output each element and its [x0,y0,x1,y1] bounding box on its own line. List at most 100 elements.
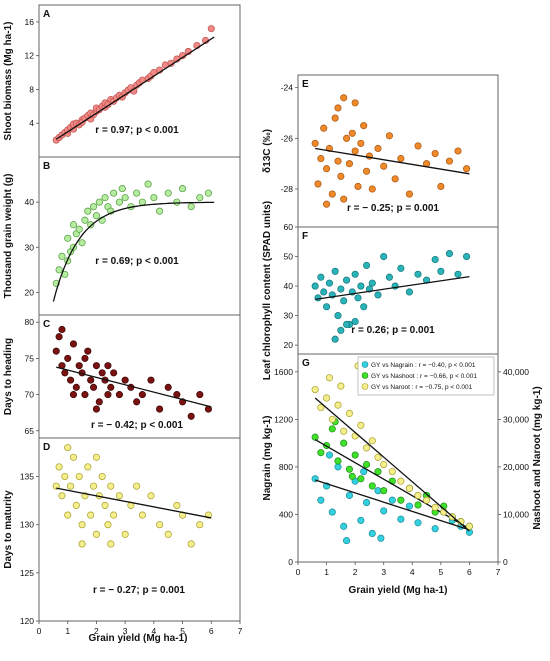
data-point [196,194,204,202]
panel-letter: E [302,79,309,90]
data-point [110,511,118,519]
panel-f: F 20 30 40 50 60 Leaf chlorophyll content (SPA… [262,201,499,380]
data-point [351,99,359,107]
data-point [121,530,129,538]
data-point [397,515,405,523]
data-point [95,198,103,206]
data-point [340,522,348,530]
data-point [357,139,365,147]
data-point [363,444,371,452]
data-point [69,391,78,399]
x-tick-label: 2 [94,626,99,636]
data-point [463,252,471,261]
y-axis-label: Days to maturity [3,490,14,569]
data-point [368,185,376,193]
y-tick-label: 60 [284,222,294,232]
y-tick-label: 400 [279,509,293,519]
data-point [84,347,92,355]
data-point [107,540,115,548]
data-point [78,239,86,247]
data-point [317,403,325,412]
data-point [196,521,204,529]
data-point [465,522,473,530]
series-fit-line [314,397,470,532]
legend-entry: GY vs Nagrain : r = −0.40, p < 0.001 [371,362,476,369]
y-tick-label: -24 [281,83,294,93]
data-point [354,182,362,191]
y-tick-label: 30 [25,242,35,252]
data-point [334,401,342,409]
data-point [374,291,382,299]
data-point [133,398,141,406]
data-point [164,189,172,197]
data-point [351,317,359,326]
right-x-axis-label: Grain yield (Mg ha-1) [349,585,448,596]
data-point [58,252,66,260]
data-point [92,362,100,370]
data-point [164,530,172,538]
data-point [58,492,66,500]
data-point [104,521,112,529]
data-point [380,162,388,170]
regression-line [56,366,212,408]
y-tick-label: 65 [25,426,35,436]
data-point [388,468,396,476]
data-point [69,340,78,348]
data-point [311,433,319,441]
data-point [104,391,112,399]
data-point [314,294,322,302]
data-point [164,383,172,391]
right-y-tick-label: 0 [503,557,508,567]
data-point [357,475,365,483]
data-point [385,273,393,281]
data-point [354,294,362,302]
x-tick-label: 3 [123,626,128,636]
right-y-axis-label: Nashoot and Naroot (mg kg-1) [532,386,543,529]
data-point [340,439,348,447]
data-point [463,165,471,173]
data-point [121,376,129,384]
data-point [75,225,83,233]
data-point [414,501,422,509]
data-point [414,519,422,527]
data-point [334,157,342,165]
data-point [414,491,422,499]
data-point [363,460,371,469]
data-point [147,492,155,500]
data-point [121,194,129,202]
data-point [380,507,388,515]
y-axis-label: Thousand grain weight (g) [3,174,14,299]
data-point [311,386,319,394]
panel-d: D 120 125 130 135 0 1 2 3 4 5 6 7 Days to maturity r =… [3,437,243,636]
regression-line [56,487,212,519]
data-point [343,276,351,284]
data-point [343,134,351,142]
data-point [325,451,333,459]
data-point [78,521,86,529]
legend-entry: GY vs Naroot : r = −0.75, p < 0.001 [371,384,473,391]
data-point [345,409,353,417]
x-tick-label: 2 [353,567,358,577]
x-tick-label: 1 [324,567,329,577]
data-point [64,234,72,242]
data-point [454,147,462,155]
regression-curve [52,201,215,302]
data-point [380,460,388,469]
y-tick-label: 8 [29,84,34,94]
data-point [391,175,399,183]
data-point [360,303,368,311]
data-point [173,198,181,206]
data-point [340,195,348,203]
y-tick-label: 75 [25,353,35,363]
data-point [337,326,345,334]
data-point [334,457,342,465]
data-point [363,261,371,269]
data-point [156,405,164,413]
data-point [368,437,376,445]
data-point [92,453,100,461]
data-point [55,463,63,471]
data-point [431,503,439,511]
data-point [75,472,83,481]
data-point [348,129,356,137]
panel-letter: D [43,442,50,453]
